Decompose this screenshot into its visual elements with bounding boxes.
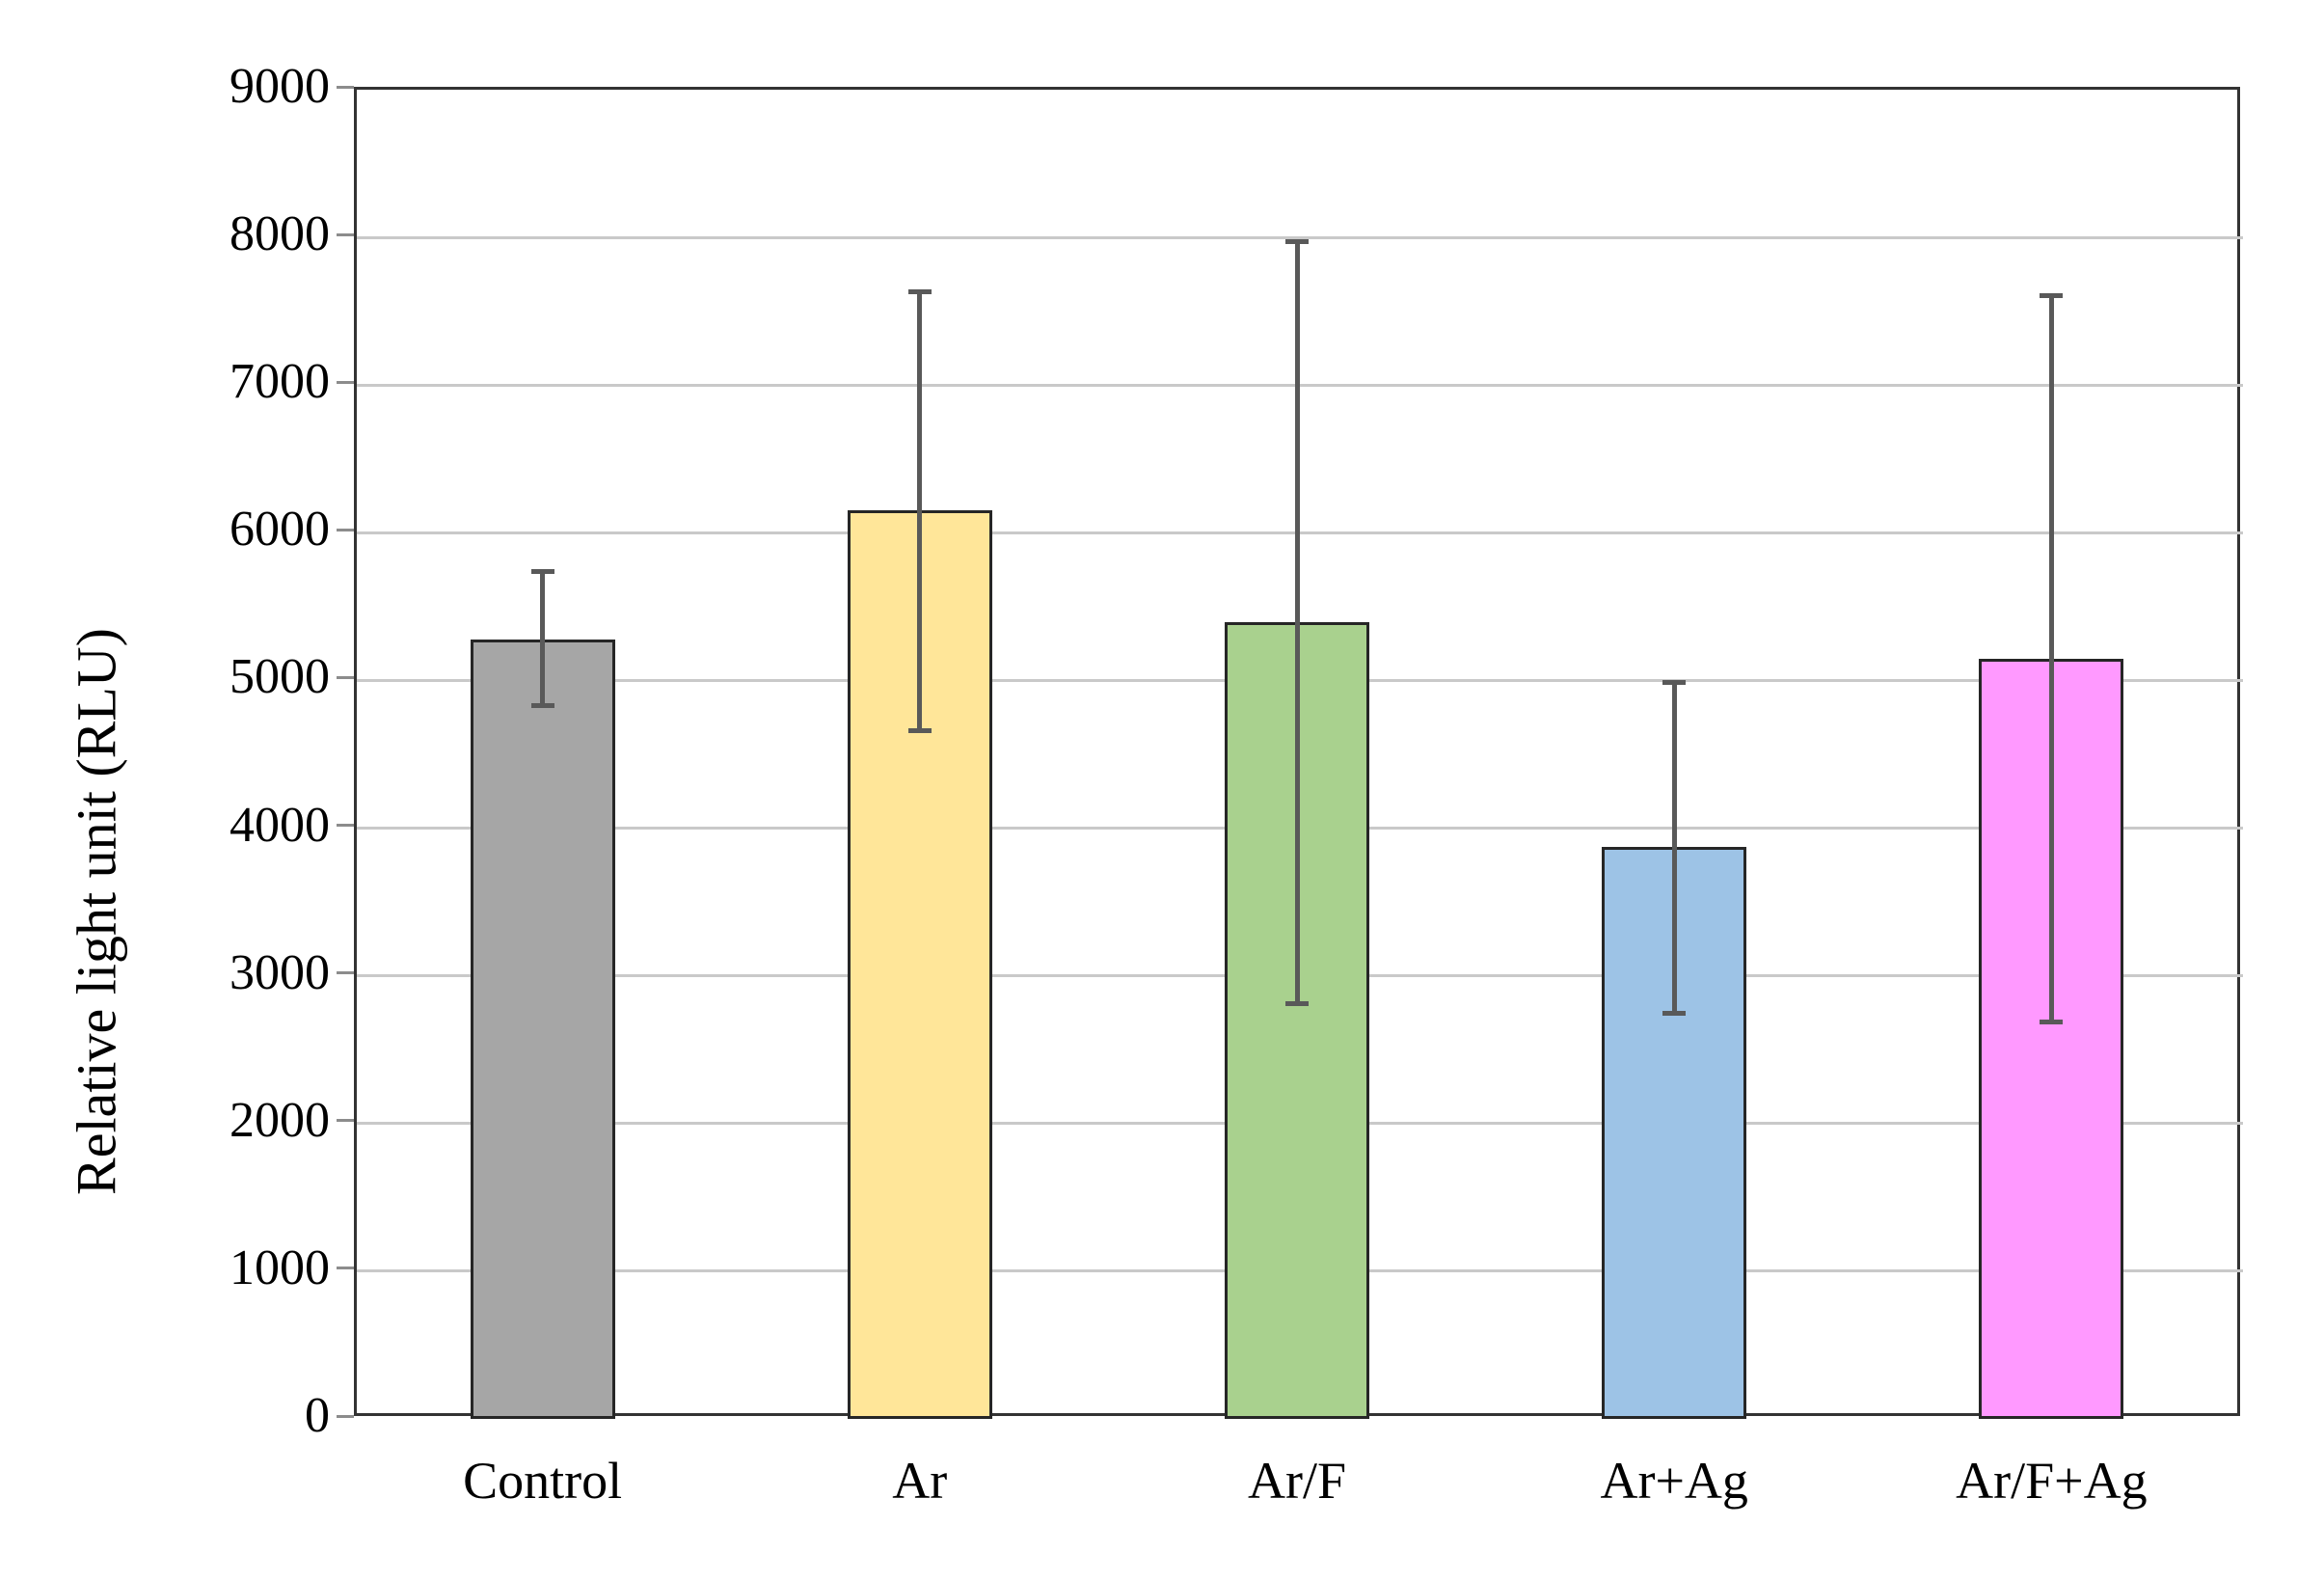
- y-axis-tick: [337, 824, 354, 828]
- y-tick-label: 9000: [230, 59, 330, 114]
- error-bar-cap-bottom: [530, 703, 554, 709]
- error-bar-cap-bottom: [907, 728, 932, 734]
- x-tick-label: Ar/F+Ag: [1956, 1452, 2148, 1510]
- y-axis-tick: [337, 1414, 354, 1418]
- y-axis-tick: [337, 85, 354, 89]
- error-bar: [1294, 241, 1300, 1004]
- x-tick-label: Control: [463, 1452, 623, 1510]
- x-tick-label: Ar: [892, 1452, 948, 1510]
- error-bar: [1671, 682, 1677, 1014]
- x-tick-label: Ar+Ag: [1600, 1452, 1748, 1510]
- error-bar: [917, 291, 923, 731]
- error-bar: [2048, 295, 2054, 1022]
- error-bar-cap-top: [1662, 679, 1687, 685]
- y-axis-tick: [337, 380, 354, 384]
- error-bar-cap-bottom: [1285, 1000, 1309, 1006]
- bar-ar: [847, 510, 992, 1419]
- y-axis-tick: [337, 528, 354, 531]
- y-axis-tick: [337, 1267, 354, 1270]
- y-axis-tick: [337, 971, 354, 975]
- error-bar-cap-bottom: [2040, 1020, 2064, 1025]
- y-tick-label: 7000: [230, 354, 330, 410]
- error-bar: [540, 571, 546, 706]
- error-bar-cap-top: [1285, 238, 1309, 244]
- error-bar-cap-top: [907, 288, 932, 294]
- y-tick-label: 5000: [230, 649, 330, 705]
- bar-control: [470, 639, 615, 1419]
- error-bar-cap-top: [2040, 293, 2064, 299]
- y-tick-label: 4000: [230, 797, 330, 853]
- y-tick-label: 6000: [230, 502, 330, 558]
- gridline: [357, 383, 2243, 387]
- y-tick-label: 0: [305, 1388, 330, 1443]
- y-tick-label: 3000: [230, 944, 330, 1000]
- y-tick-label: 8000: [230, 206, 330, 262]
- error-bar-cap-bottom: [1662, 1011, 1687, 1017]
- y-axis-tick: [337, 1119, 354, 1123]
- y-tick-label: 2000: [230, 1092, 330, 1148]
- gridline: [357, 531, 2243, 534]
- x-tick-label: Ar/F: [1247, 1452, 1346, 1510]
- y-axis-tick: [337, 232, 354, 236]
- y-tick-label: 1000: [230, 1239, 330, 1295]
- y-axis-tick: [337, 675, 354, 679]
- error-bar-cap-top: [530, 569, 554, 575]
- gridline: [357, 235, 2243, 239]
